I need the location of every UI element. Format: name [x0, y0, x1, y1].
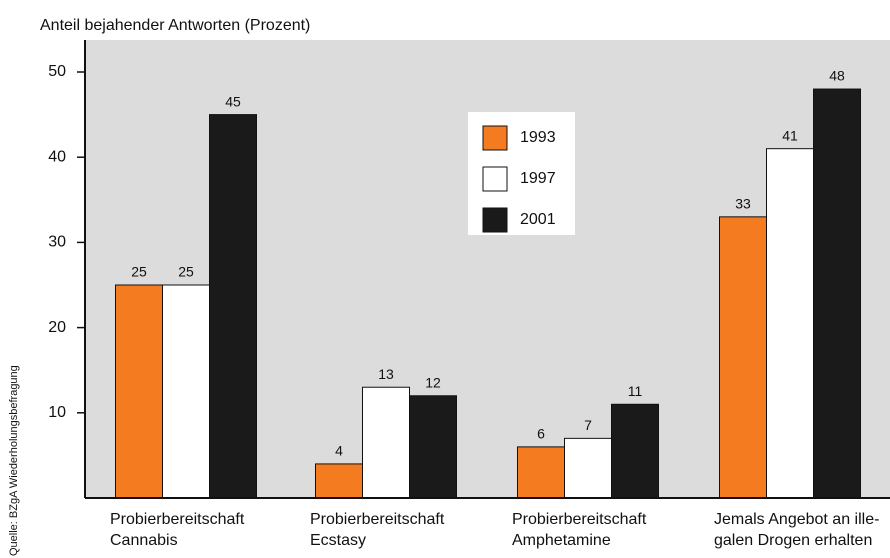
- bar: [611, 403, 659, 499]
- bar: [162, 284, 210, 499]
- value-label: 25: [131, 264, 147, 280]
- x-tick-label: Jemals Angebot an ille-: [714, 511, 879, 528]
- bar: [315, 463, 363, 499]
- value-label: 6: [537, 426, 545, 442]
- bar: [209, 114, 257, 499]
- value-label: 7: [584, 417, 592, 433]
- chart-title: Anteil bejahender Antworten (Prozent): [40, 17, 310, 34]
- value-label: 25: [178, 264, 194, 280]
- legend-swatch: [482, 207, 508, 233]
- value-label: 33: [735, 196, 751, 212]
- bar: [115, 284, 163, 499]
- source: Quelle: BZgA Wiederholungsbefragung: [8, 365, 20, 556]
- value-label: 12: [425, 374, 441, 390]
- x-tick-label: Probierbereitschaft: [512, 511, 647, 528]
- bar: [517, 446, 565, 499]
- value-label: 41: [782, 127, 798, 143]
- y-tick-label: 50: [48, 63, 66, 80]
- legend-swatch: [482, 166, 508, 192]
- value-label: 48: [829, 68, 845, 84]
- x-tick-label: Ecstasy: [310, 532, 366, 549]
- y-tick-label: 40: [48, 148, 66, 165]
- x-tick-label: galen Drogen erhalten: [714, 532, 872, 549]
- x-tick-label: Amphetamine: [512, 532, 611, 549]
- y-tick-label: 10: [48, 404, 66, 421]
- legend-swatch: [482, 125, 508, 151]
- value-label: 11: [628, 383, 643, 399]
- x-tick-label: Cannabis: [110, 532, 178, 549]
- value-label: 45: [225, 93, 241, 109]
- bar: [564, 437, 612, 499]
- bar: [766, 148, 814, 499]
- y-tick-label: 30: [48, 234, 66, 251]
- bar: [813, 88, 861, 499]
- x-tick-label: Probierbereitschaft: [310, 511, 445, 528]
- bar: [409, 395, 457, 499]
- value-label: 4: [335, 443, 343, 459]
- bar: [362, 386, 410, 499]
- bar: [719, 216, 767, 499]
- value-label: 13: [378, 366, 394, 382]
- title-box: [32, 8, 368, 40]
- legend-label: 1993: [520, 129, 556, 146]
- legend-label: 2001: [520, 211, 556, 228]
- legend-label: 1997: [520, 170, 556, 187]
- x-tick-label: Probierbereitschaft: [110, 511, 245, 528]
- y-tick-label: 20: [48, 319, 66, 336]
